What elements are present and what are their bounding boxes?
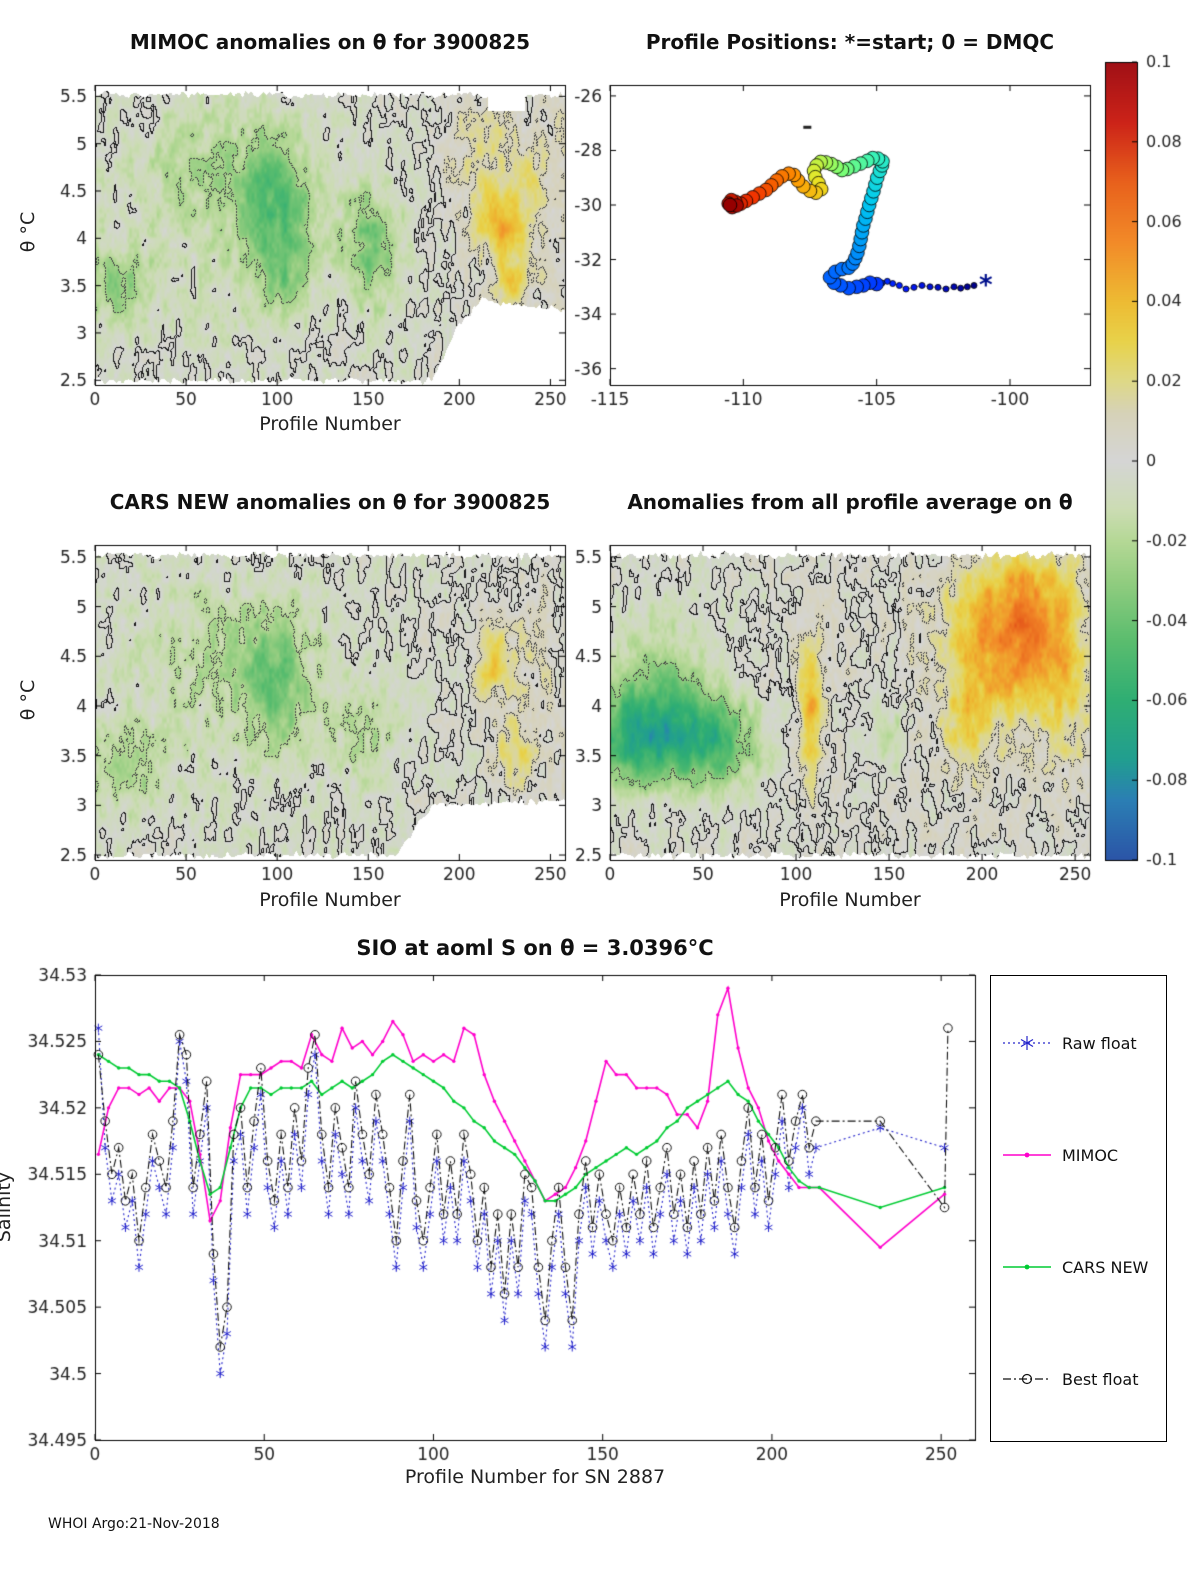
mimoc-line-icon — [1003, 1152, 1051, 1158]
cars-new-line-icon — [1003, 1264, 1051, 1270]
legend-label-mimoc: MIMOC — [1062, 1145, 1119, 1165]
allprofile-anomaly-heatmap — [565, 515, 1105, 915]
cars-anomaly-heatmap — [20, 515, 600, 915]
positions-chart-title: Profile Positions: *=start; 0 = DMQC — [645, 30, 1055, 54]
salinity-legend: Raw float MIMOC CARS NEW Best float — [990, 975, 1167, 1442]
mimoc-xaxis-label: Profile Number — [259, 413, 401, 435]
mimoc-anomaly-heatmap — [20, 55, 600, 455]
profile-positions-map — [565, 55, 1105, 455]
legend-label-raw-float: Raw float — [1062, 1033, 1137, 1053]
raw-float-line-icon — [1003, 1036, 1051, 1050]
mimoc-yaxis-label: θ °C — [17, 211, 39, 253]
legend-label-cars-new: CARS NEW — [1062, 1257, 1149, 1277]
legend-entry-mimoc: MIMOC — [1001, 1144, 1118, 1166]
cars-chart-title: CARS NEW anomalies on θ for 3900825 — [109, 490, 551, 514]
legend-label-best-float: Best float — [1062, 1369, 1139, 1389]
legend-entry-best-float: Best float — [1001, 1368, 1138, 1390]
cars-xaxis-label: Profile Number — [259, 889, 401, 911]
allprofile-xaxis-label: Profile Number — [779, 889, 921, 911]
salinity-yaxis-label: Salinity — [0, 1171, 15, 1243]
cars-yaxis-label: θ °C — [17, 679, 39, 721]
salinity-comparison-plot — [20, 945, 1000, 1475]
figure-footer: WHOI Argo:21-Nov-2018 — [48, 1516, 220, 1532]
salinity-xaxis-label: Profile Number for SN 2887 — [404, 1466, 666, 1488]
salinity-chart-title: SIO at aoml S on θ = 3.0396°C — [356, 936, 714, 960]
mimoc-chart-title: MIMOC anomalies on θ for 3900825 — [129, 30, 531, 54]
anomaly-colorbar — [1095, 50, 1200, 880]
best-float-line-icon — [1003, 1373, 1051, 1385]
allprofile-chart-title: Anomalies from all profile average on θ — [627, 490, 1073, 514]
legend-entry-raw-float: Raw float — [1001, 1032, 1137, 1054]
legend-entry-cars-new: CARS NEW — [1001, 1256, 1148, 1278]
